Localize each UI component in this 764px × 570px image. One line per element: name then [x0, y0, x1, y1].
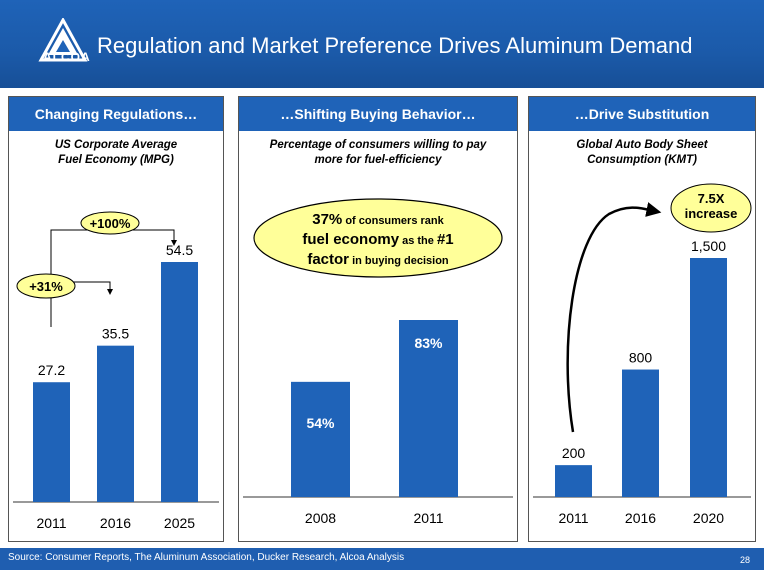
category-label: 2016: [625, 510, 656, 526]
callout-pct: 37%: [312, 211, 342, 228]
chart-consumers: 54% 2008 83% 2011 37% of consumers rank fuel …: [243, 198, 513, 526]
subtitle-line: US Corporate Average: [54, 139, 178, 151]
callout-100-text: +100%: [90, 216, 131, 231]
source-note: Source: Consumer Reports, The Aluminum A…: [8, 552, 405, 563]
data-label: 54%: [306, 415, 335, 431]
panel-regulations: Changing Regulations… US Corporate Avera…: [8, 96, 224, 542]
subtitle-line: Consumption (KMT): [587, 154, 697, 166]
callout-line-1: 7.5X: [698, 191, 725, 206]
category-label: 2020: [693, 510, 724, 526]
data-label: 35.5: [102, 326, 129, 342]
panel-header-buying: …Shifting Buying Behavior…: [239, 97, 517, 131]
subtitle-line: more for fuel-efficiency: [314, 154, 442, 166]
chart-mpg: 27.2 2011 35.5 2016 54.5 2025 +100% +31%: [13, 211, 219, 531]
panel-buying-behavior: …Shifting Buying Behavior… Percentage of…: [238, 96, 518, 542]
callout-line-2: fuel economy as the #1: [302, 231, 453, 248]
logo-text: ALCOA: [43, 50, 91, 64]
bar: [622, 369, 659, 497]
panel-subtitle-regulations: US Corporate Average Fuel Economy (MPG): [9, 138, 223, 168]
callout-text: as the: [399, 235, 437, 247]
page-number: 28: [739, 555, 750, 565]
category-label: 2016: [100, 515, 131, 531]
bar: [291, 381, 350, 497]
callout-bubble: [253, 198, 503, 278]
callout-text: in buying decision: [349, 255, 449, 267]
callout-31-text: +31%: [29, 279, 63, 294]
panel-subtitle-substitution: Global Auto Body Sheet Consumption (KMT): [529, 138, 755, 168]
bar: [161, 262, 198, 502]
data-label: 54.5: [166, 242, 193, 258]
callout-line-3: factor in buying decision: [307, 251, 449, 268]
callout-text: of consumers rank: [342, 215, 444, 227]
data-label: 200: [562, 445, 586, 461]
page-title: Regulation and Market Preference Drives …: [97, 33, 693, 58]
category-label: 2025: [164, 515, 195, 531]
category-label: 2011: [36, 515, 66, 531]
callout-emph: #1: [437, 231, 454, 248]
callout-100-bubble: [80, 211, 140, 235]
subtitle-line: Percentage of consumers willing to pay: [269, 139, 487, 151]
bar: [97, 345, 134, 502]
footer: Source: Consumer Reports, The Aluminum A…: [0, 548, 764, 570]
panel-substitution: …Drive Substitution Global Auto Body She…: [528, 96, 756, 542]
alcoa-logo-icon: [38, 18, 88, 62]
callout-emph: factor: [307, 251, 349, 268]
panel-header-substitution: …Drive Substitution: [529, 97, 755, 131]
bar: [555, 465, 592, 497]
callout-bubble: [670, 183, 752, 233]
growth-arrow: [566, 202, 662, 433]
data-label: 83%: [414, 335, 443, 351]
bar: [33, 382, 70, 502]
callout-31-bubble: [16, 273, 76, 299]
bar: [690, 258, 727, 497]
category-label: 2011: [558, 510, 588, 526]
callout-line-2: increase: [685, 206, 738, 221]
data-label: 27.2: [38, 362, 65, 378]
panel-subtitle-buying: Percentage of consumers willing to pay m…: [239, 138, 517, 168]
slide-header: ALCOA Regulation and Market Preference D…: [0, 0, 764, 88]
bar: [399, 320, 458, 497]
data-label: 800: [629, 350, 653, 366]
subtitle-line: Fuel Economy (MPG): [58, 154, 174, 166]
subtitle-line: Global Auto Body Sheet: [576, 139, 708, 151]
callout-emph: fuel economy: [302, 231, 399, 248]
panel-header-regulations: Changing Regulations…: [9, 97, 223, 131]
category-label: 2011: [413, 510, 443, 526]
category-label: 2008: [305, 510, 336, 526]
callout-line-1: 37% of consumers rank: [312, 211, 444, 228]
data-label: 1,500: [691, 238, 726, 254]
